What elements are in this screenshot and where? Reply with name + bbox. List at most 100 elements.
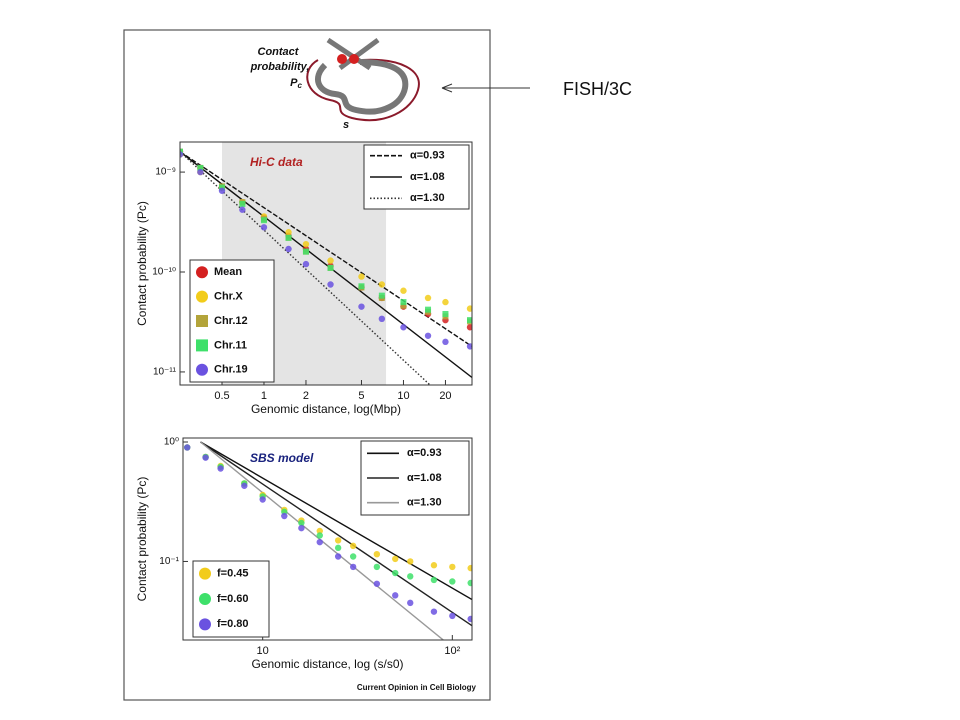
plot-area bbox=[184, 441, 472, 640]
data-point bbox=[184, 444, 191, 451]
data-point bbox=[217, 465, 224, 472]
annotation: Hi-C data bbox=[250, 155, 303, 169]
legend-label: α=0.93 bbox=[410, 150, 445, 162]
data-point bbox=[430, 576, 438, 584]
data-point bbox=[197, 164, 204, 171]
data-point bbox=[407, 573, 414, 580]
data-point bbox=[316, 538, 323, 546]
data-point bbox=[302, 248, 309, 255]
symbol: P bbox=[290, 77, 298, 89]
plot-frame bbox=[179, 141, 473, 386]
legend-label: f=0.45 bbox=[217, 568, 249, 580]
legend-swatch bbox=[196, 315, 208, 327]
diagram-symbol: Pc bbox=[290, 77, 302, 90]
data-point bbox=[424, 332, 432, 339]
diagram-label: probability, bbox=[250, 61, 310, 73]
y-tick-label: 10⁻¹⁰ bbox=[152, 267, 176, 278]
legend-label: α=1.08 bbox=[407, 472, 442, 484]
legend-swatch bbox=[196, 339, 208, 352]
fit-line bbox=[200, 441, 472, 627]
legend-swatch bbox=[199, 618, 211, 631]
data-point bbox=[400, 324, 407, 331]
x-axis-label: Genomic distance, log(Mbp) bbox=[251, 402, 401, 416]
contact-site bbox=[337, 54, 347, 64]
data-point bbox=[400, 287, 407, 294]
arc-label: s bbox=[343, 119, 349, 131]
data-point bbox=[400, 299, 407, 306]
data-point bbox=[442, 298, 449, 306]
data-point bbox=[358, 273, 365, 280]
data-point bbox=[239, 200, 246, 207]
data-point bbox=[466, 343, 472, 350]
data-point bbox=[442, 338, 449, 346]
fit-line bbox=[200, 441, 445, 640]
data-point bbox=[285, 245, 292, 253]
data-point bbox=[197, 168, 204, 176]
data-point bbox=[241, 482, 248, 489]
legend-swatch bbox=[196, 266, 208, 279]
x-tick-label: 0.5 bbox=[214, 390, 229, 402]
data-point bbox=[334, 537, 342, 544]
data-point bbox=[285, 229, 292, 236]
data-point bbox=[467, 579, 472, 587]
data-point bbox=[334, 544, 342, 552]
x-axis-label: Genomic distance, log (s/s0) bbox=[251, 657, 403, 671]
data-point bbox=[202, 454, 209, 461]
data-point bbox=[327, 257, 334, 264]
data-point bbox=[327, 281, 334, 288]
y-tick-label: 10⁰ bbox=[164, 437, 179, 448]
y-axis-label: Contact probability (Pc) bbox=[135, 201, 149, 326]
plot-frame bbox=[182, 437, 473, 641]
diagram-label: Contact bbox=[258, 46, 300, 58]
y-axis-label: Contact probability (Pc) bbox=[135, 477, 149, 602]
x-tick-label: 10² bbox=[444, 645, 460, 657]
data-point bbox=[298, 519, 305, 527]
legend-label: α=1.30 bbox=[410, 192, 445, 204]
arrow-label: FISH/3C bbox=[563, 79, 632, 99]
y-tick-label: 10⁻¹ bbox=[159, 556, 179, 567]
fit-line bbox=[180, 151, 432, 385]
legend-label: α=0.93 bbox=[407, 447, 442, 459]
y-tick-label: 10⁻¹¹ bbox=[153, 367, 177, 378]
source: Current Opinion in Cell Biology bbox=[357, 683, 477, 692]
data-point bbox=[449, 563, 456, 571]
data-point bbox=[239, 206, 246, 213]
data-point bbox=[392, 555, 399, 563]
data-point bbox=[349, 563, 357, 571]
data-point bbox=[466, 324, 472, 331]
legend-label: Chr.12 bbox=[214, 315, 248, 327]
data-point bbox=[281, 512, 288, 520]
legend-label: α=1.30 bbox=[407, 497, 442, 509]
fit-line bbox=[200, 441, 472, 601]
x-tick-label: 10 bbox=[397, 390, 409, 402]
data-point bbox=[358, 303, 365, 310]
annotation: SBS model bbox=[250, 451, 314, 465]
x-tick-label: 10 bbox=[257, 645, 269, 657]
legend-label: f=0.80 bbox=[217, 618, 249, 630]
legend-label: Chr.11 bbox=[214, 339, 247, 351]
legend-label: Mean bbox=[214, 266, 242, 278]
legend-label: α=1.08 bbox=[410, 171, 445, 183]
data-point bbox=[260, 224, 268, 231]
data-point bbox=[180, 151, 184, 158]
fit-line bbox=[180, 151, 472, 348]
x-tick-label: 2 bbox=[303, 390, 309, 402]
data-point bbox=[349, 542, 357, 550]
data-point bbox=[392, 569, 399, 577]
data-point bbox=[327, 264, 334, 271]
data-point bbox=[425, 306, 432, 313]
fit-line bbox=[180, 151, 472, 379]
polymer bbox=[315, 59, 409, 115]
data-point bbox=[260, 217, 267, 224]
legend-swatch bbox=[196, 290, 208, 303]
data-point bbox=[218, 184, 225, 191]
data-point bbox=[467, 564, 472, 572]
data-point bbox=[442, 310, 449, 317]
legend-swatch bbox=[199, 593, 211, 605]
data-point bbox=[259, 496, 266, 503]
data-point bbox=[467, 615, 472, 623]
data-point bbox=[430, 608, 438, 615]
data-point bbox=[302, 260, 310, 268]
